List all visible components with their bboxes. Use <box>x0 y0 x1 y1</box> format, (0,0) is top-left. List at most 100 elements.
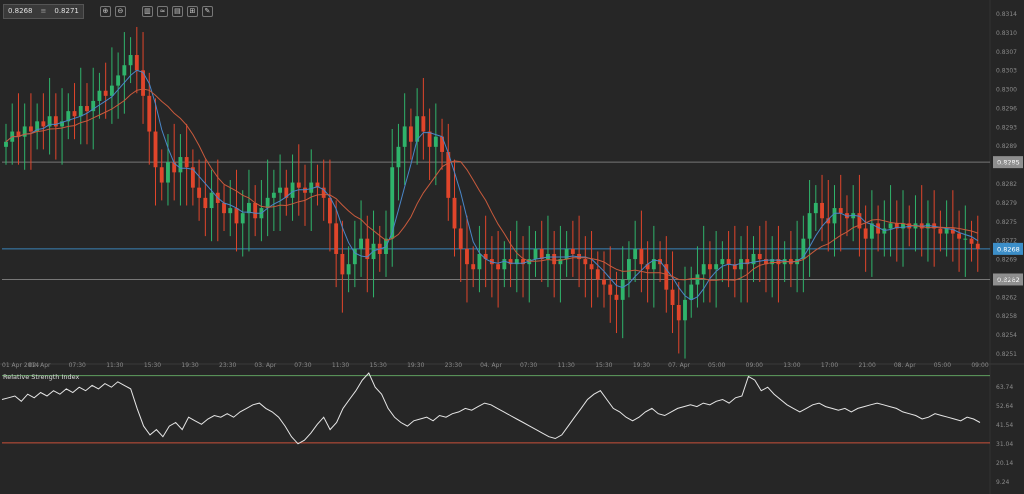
y-tick-label: 0.8307 <box>996 49 1017 56</box>
candle-body <box>720 259 725 265</box>
x-tick-label: 05:00 <box>934 362 951 369</box>
candle-body <box>807 213 812 239</box>
candle-body <box>247 202 251 214</box>
candle-body <box>776 259 781 265</box>
candle-body <box>701 264 706 275</box>
candle-body <box>589 264 594 270</box>
candle-body <box>689 284 694 300</box>
candle-body <box>271 192 276 198</box>
x-tick-label: 19:30 <box>633 362 650 369</box>
candle-body <box>91 100 96 112</box>
ask-price: 0.8271 <box>54 7 79 15</box>
candle-body <box>471 264 476 270</box>
x-tick-label: 17:00 <box>821 362 838 369</box>
y-tick-label: 0.8289 <box>996 143 1017 150</box>
candle-body <box>340 253 345 275</box>
candle-body <box>639 248 644 265</box>
candle-body <box>820 202 824 219</box>
x-tick-label: 02. Apr <box>29 362 51 369</box>
candle-body <box>521 259 525 265</box>
price-tag-label: 0.8285 <box>997 159 1020 167</box>
objects-icon[interactable]: ⊞ <box>186 5 198 17</box>
x-tick-label: 07. Apr <box>668 362 690 369</box>
candle-body <box>876 223 881 234</box>
x-tick-label: 03. Apr <box>254 362 276 369</box>
candle-body <box>427 131 432 147</box>
candle-body <box>732 264 737 270</box>
x-tick-label: 21:00 <box>859 362 876 369</box>
candle-body <box>365 238 370 260</box>
indicators-icon[interactable]: ≈ <box>156 5 168 17</box>
candle-body <box>116 75 121 86</box>
candle-body <box>4 141 8 147</box>
candle-body <box>446 151 451 198</box>
candle-body <box>134 55 139 71</box>
candle-body <box>764 259 768 265</box>
y-tick-label: 0.8296 <box>996 105 1017 112</box>
price-tag <box>993 273 1023 286</box>
candle-body <box>670 289 675 305</box>
candle-body <box>832 208 837 224</box>
candle-body <box>178 157 183 173</box>
candle-body <box>396 146 401 168</box>
candle-body <box>309 182 314 193</box>
zoom-in-icon[interactable]: ⊕ <box>99 5 111 17</box>
x-tick-label: 01 Apr 2014 <box>2 362 39 369</box>
x-tick-label: 07:30 <box>520 362 537 369</box>
candle-body <box>626 259 631 280</box>
candle-body <box>103 90 108 96</box>
y-tick-label: 0.8286 <box>996 162 1017 169</box>
y-tick-label: 0.8262 <box>996 294 1017 301</box>
x-tick-label: 11:30 <box>106 362 123 369</box>
candle-body <box>676 304 681 321</box>
candle-body <box>290 182 295 198</box>
x-tick-label: 11:30 <box>558 362 575 369</box>
candle-body <box>327 197 332 224</box>
draw-icon[interactable]: ✎ <box>201 5 213 17</box>
chart-type-icon[interactable]: ▥ <box>141 5 153 17</box>
candle-body <box>564 248 569 260</box>
x-tick-label: 19:30 <box>407 362 424 369</box>
candle-body <box>496 264 501 270</box>
candle-body <box>440 136 444 152</box>
candle-body <box>602 279 606 285</box>
candle-body <box>739 259 743 270</box>
candle-body <box>234 208 239 224</box>
candle-body <box>296 182 301 188</box>
candle-body <box>707 264 712 270</box>
candle-body <box>109 85 114 96</box>
candle-body <box>122 65 127 76</box>
candle-body <box>458 228 463 249</box>
candle-body <box>66 111 71 122</box>
candle-body <box>22 126 27 137</box>
candle-body <box>278 187 283 193</box>
y-tick-label: 0.8269 <box>996 257 1017 264</box>
x-tick-label: 04. Apr <box>480 362 502 369</box>
candle-body <box>197 187 202 198</box>
zoom-out-icon[interactable]: ⊖ <box>114 5 126 17</box>
y-tick-label: 0.8293 <box>996 124 1017 131</box>
candle-body <box>683 299 687 321</box>
fast-moving-average-line <box>5 69 979 301</box>
rsi-y-tick-label: 31.04 <box>996 441 1013 448</box>
candle-body <box>751 253 756 265</box>
bid-ask-display[interactable]: 0.8268 ≡ 0.8271 <box>3 3 84 19</box>
bid-price: 0.8268 <box>8 7 33 15</box>
x-tick-label: 07:30 <box>69 362 86 369</box>
candle-body <box>28 126 33 132</box>
x-tick-label: 13:00 <box>783 362 800 369</box>
candle-body <box>552 253 557 265</box>
candle-body <box>284 187 289 198</box>
chart-toolbar: 0.8268 ≡ 0.8271 ⊕ ⊖ ▥ ≈ ▤ ⊞ ✎ <box>3 3 213 19</box>
candle-body <box>190 167 195 188</box>
template-icon[interactable]: ▤ <box>171 5 183 17</box>
rsi-y-tick-label: 9.24 <box>996 479 1010 486</box>
candle-body <box>770 259 775 265</box>
price-tag <box>993 156 1023 169</box>
x-tick-label: 15:30 <box>595 362 612 369</box>
x-tick-label: 19:30 <box>181 362 198 369</box>
rsi-y-tick-label: 52.64 <box>996 403 1013 410</box>
candle-body <box>957 233 962 239</box>
candle-body <box>857 213 862 229</box>
